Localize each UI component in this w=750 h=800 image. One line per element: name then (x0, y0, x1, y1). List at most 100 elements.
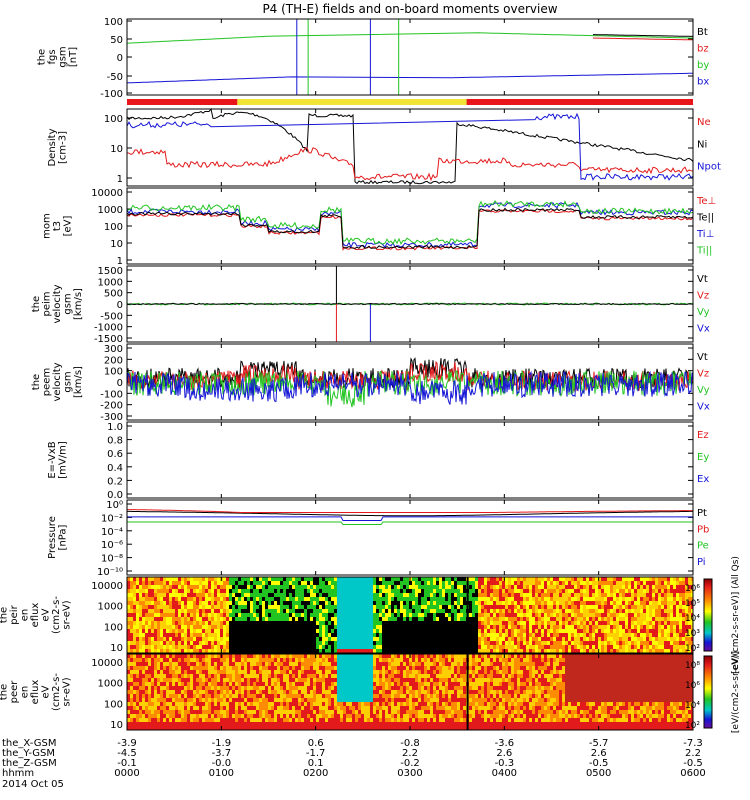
spec-cell (616, 649, 619, 653)
spec-cell (205, 670, 208, 674)
spec-cell (271, 613, 274, 617)
spec-cell (271, 714, 274, 718)
spec-cell (586, 609, 589, 613)
spec-cell (175, 718, 178, 722)
spec-cell (262, 718, 265, 722)
spec-cell (619, 609, 622, 613)
spec-cell (574, 609, 577, 613)
spec-cell (673, 601, 676, 605)
spec-cell (253, 637, 256, 641)
spec-cell (133, 649, 136, 653)
spec-cell (490, 605, 493, 609)
spec-cell (190, 629, 193, 633)
spec-cell (460, 589, 463, 593)
spec-cell (133, 609, 136, 613)
spec-cell (610, 637, 613, 641)
spec-cell (403, 649, 406, 653)
spec-cell (583, 649, 586, 653)
spec-cell (301, 726, 304, 730)
spec-cell (136, 585, 139, 589)
spec-cell (628, 593, 631, 597)
spec-cell (598, 625, 601, 629)
spec-cell (151, 726, 154, 730)
spec-cell (232, 625, 235, 629)
spec-cell (154, 649, 157, 653)
spec-cell (145, 589, 148, 593)
spec-cell (127, 617, 130, 621)
spec-cell (541, 649, 544, 653)
spec-cell (517, 633, 520, 637)
spec-cell (352, 645, 355, 649)
spec-cell (172, 629, 175, 633)
spec-cell (691, 633, 693, 637)
spec-cell (169, 682, 172, 686)
spec-cell (400, 625, 403, 629)
spec-cell (406, 625, 409, 629)
spec-cell (424, 621, 427, 625)
spec-cell (673, 613, 676, 617)
spec-cell (688, 581, 691, 585)
spec-cell (325, 577, 328, 581)
spec-cell (562, 625, 565, 629)
spec-cell (451, 609, 454, 613)
spec-cell (361, 621, 364, 625)
spec-cell (385, 633, 388, 637)
spec-cell (406, 645, 409, 649)
spec-cell (568, 641, 571, 645)
spec-cell (370, 597, 373, 601)
spec-cell (628, 621, 631, 625)
spec-cell (193, 714, 196, 718)
spec-cell (400, 649, 403, 653)
spec-cell (544, 637, 547, 641)
spec-cell (367, 593, 370, 597)
spec-cell (292, 714, 295, 718)
spec-cell (409, 625, 412, 629)
spec-cell (463, 601, 466, 605)
spec-cell (298, 581, 301, 585)
spec-cell (253, 649, 256, 653)
spec-cell (652, 581, 655, 585)
spec-cell (640, 613, 643, 617)
spec-cell (679, 597, 682, 601)
spec-cell (163, 654, 166, 658)
spec-cell (385, 645, 388, 649)
spec-cell (166, 593, 169, 597)
spec-cell (388, 617, 391, 621)
spec-cell (361, 633, 364, 637)
spec-cell (658, 609, 661, 613)
spec-cell (274, 662, 277, 666)
ylabel-temp: t3 (52, 221, 63, 231)
spec-cell (193, 589, 196, 593)
spec-cell (652, 609, 655, 613)
spec-cell (130, 718, 133, 722)
spec-cell (364, 589, 367, 593)
spec-cell (661, 589, 664, 593)
spec-cell (184, 593, 187, 597)
spec-cell (493, 621, 496, 625)
spec-cell (223, 617, 226, 621)
spec-cell (292, 633, 295, 637)
spec-cell (190, 585, 193, 589)
spec-cell (613, 577, 616, 581)
spec-cell (220, 617, 223, 621)
spec-cell (343, 649, 346, 653)
spec-cell (313, 621, 316, 625)
spec-cell (382, 597, 385, 601)
spec-cell (682, 625, 685, 629)
spec-cell (454, 641, 457, 645)
spec-cell (226, 633, 229, 637)
spec-cell (343, 629, 346, 633)
spec-cell (292, 710, 295, 714)
spec-cell (646, 649, 649, 653)
spec-cell (502, 625, 505, 629)
spec-cell (226, 678, 229, 682)
spec-cell (391, 637, 394, 641)
spec-cell (325, 637, 328, 641)
spec-cell (190, 649, 193, 653)
spec-cell (226, 686, 229, 690)
spec-cell (433, 645, 436, 649)
spec-cell (274, 621, 277, 625)
spec-cell (127, 666, 130, 670)
spec-cell (220, 593, 223, 597)
spec-cell (325, 601, 328, 605)
